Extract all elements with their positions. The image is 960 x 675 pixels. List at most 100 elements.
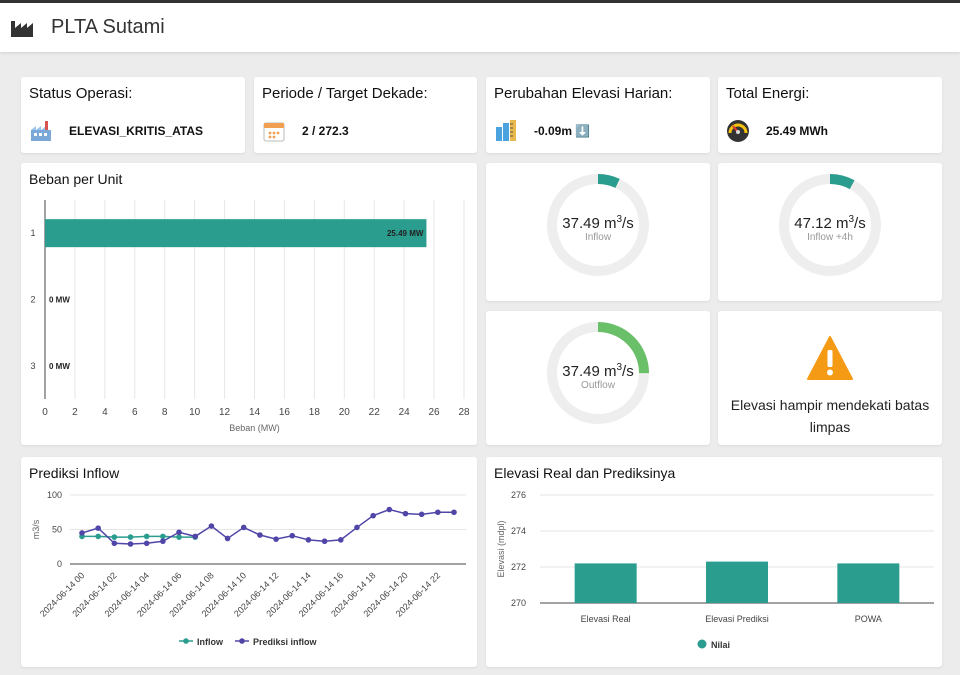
- stat-card-energi: Total Energi: 25.49 MWh: [718, 77, 942, 153]
- inflow-chart-card: Prediksi Inflow 0 50 100 m3/s 2024-06-14 00 2…: [21, 457, 477, 667]
- x-tick-label: 4: [102, 407, 108, 418]
- x-tick-label: 28: [458, 407, 470, 418]
- gauge-value: 37.49 m3/s: [562, 362, 633, 380]
- data-point: [127, 534, 134, 540]
- gauge-arc: [779, 174, 881, 276]
- gauge-card-outflow: 37.49 m3/s Outflow: [486, 311, 710, 445]
- factory-icon: [11, 21, 33, 37]
- data-point: [354, 524, 360, 531]
- x-tick-label: 16: [279, 407, 291, 418]
- calendar-icon: [263, 122, 285, 142]
- legend-label[interactable]: Prediksi inflow: [253, 637, 318, 647]
- chart-title: Elevasi Real dan Prediksinya: [494, 465, 676, 481]
- x-axis-label: Beban (MW): [229, 423, 280, 433]
- legend-marker: [239, 638, 245, 644]
- y-tick-label: 272: [511, 562, 526, 572]
- data-point: [111, 540, 118, 547]
- data-point: [127, 541, 134, 547]
- data-point: [143, 540, 150, 547]
- x-tick-label: 8: [162, 407, 168, 418]
- data-point: [208, 523, 215, 529]
- bar-data-label: 25.49 MW: [387, 229, 424, 238]
- warning-card: Elevasi hampir mendekati batas limpas: [718, 311, 942, 445]
- gauge-icon: [727, 120, 749, 142]
- stat-value: -0.09m ⬇️: [534, 124, 591, 138]
- stat-title: Periode / Target Dekade:: [262, 85, 428, 102]
- factory-icon: [31, 121, 51, 141]
- data-point: [79, 530, 85, 536]
- x-tick-label: 26: [429, 407, 441, 418]
- y-axis-label: m3/s: [31, 519, 41, 539]
- x-tick-label: 2: [72, 407, 78, 418]
- x-tick-label: Elevasi Prediksi: [705, 614, 769, 624]
- bar: [837, 563, 900, 603]
- data-point: [95, 525, 101, 531]
- bar: [574, 563, 637, 603]
- x-tick-label: 12: [219, 407, 231, 418]
- data-point: [160, 538, 166, 545]
- legend-label[interactable]: Nilai: [711, 640, 730, 650]
- stat-card-elevasi: Perubahan Elevasi Harian: -0.09m ⬇️: [486, 77, 710, 153]
- data-point: [160, 533, 166, 540]
- gauge-label: Inflow: [585, 232, 612, 243]
- series-line: [81, 508, 454, 545]
- bar: [706, 561, 768, 603]
- data-point: [257, 532, 263, 538]
- y-tick-label: 276: [511, 490, 526, 500]
- data-point: [192, 533, 199, 540]
- legend-label[interactable]: Inflow: [197, 637, 224, 647]
- gauge-label: Outflow: [581, 380, 616, 391]
- gauge-card-inflow-4h: 47.12 m3/s Inflow +4h: [718, 163, 942, 301]
- y-tick-label: 2: [30, 295, 35, 305]
- stat-value: 25.49 MWh: [766, 124, 829, 138]
- x-tick-label: 22: [369, 407, 381, 418]
- data-point: [402, 510, 409, 517]
- data-point: [143, 533, 150, 540]
- stat-title: Total Energi:: [726, 85, 810, 102]
- x-tick-label: Elevasi Real: [581, 614, 631, 624]
- data-point: [321, 538, 328, 545]
- bar: [45, 219, 427, 248]
- x-tick-label: 0: [42, 407, 48, 418]
- ruler-icon: [496, 120, 516, 141]
- y-tick-label: 270: [511, 598, 526, 608]
- gauge-arc: [547, 174, 649, 276]
- y-axis-label: Elevasi (mdpl): [496, 520, 506, 577]
- data-point: [418, 511, 425, 518]
- gauge-value: 47.12 m3/s: [794, 214, 865, 232]
- data-point: [289, 532, 296, 539]
- bar-data-label: 0 MW: [49, 362, 70, 371]
- x-tick-label: 18: [309, 407, 321, 418]
- data-point: [95, 533, 101, 540]
- x-tick-label: 14: [249, 407, 261, 418]
- data-point: [224, 535, 231, 542]
- y-tick-label: 0: [57, 559, 62, 569]
- gauge-arc: [547, 322, 649, 424]
- y-tick-label: 274: [511, 526, 526, 536]
- stat-value: ELEVASI_KRITIS_ATAS: [69, 124, 204, 138]
- stat-card-status: Status Operasi: ELEVASI_KRITIS_ATAS: [21, 77, 245, 153]
- chart-title: Prediksi Inflow: [29, 465, 120, 481]
- legend-marker: [697, 639, 707, 649]
- gauge-card-inflow: 37.49 m3/s Inflow: [486, 163, 710, 301]
- data-point: [451, 509, 457, 516]
- x-tick-label: 24: [399, 407, 411, 418]
- data-point: [176, 534, 182, 540]
- warning-text: Elevasi hampir mendekati batas limpas: [730, 397, 930, 435]
- data-point: [111, 534, 118, 540]
- data-point: [240, 524, 247, 531]
- y-tick-label: 100: [47, 490, 62, 500]
- data-point: [435, 509, 441, 516]
- stat-card-periode: Periode / Target Dekade: 2 / 272.3: [254, 77, 477, 153]
- x-tick-label: 6: [132, 407, 138, 418]
- data-point: [305, 537, 312, 543]
- data-point: [370, 512, 376, 519]
- x-tick-label: 10: [189, 407, 201, 418]
- elevation-chart-card: Elevasi Real dan Prediksinya 270 272 274 27…: [486, 457, 942, 667]
- data-point: [273, 536, 279, 542]
- page-title: PLTA Sutami: [51, 16, 165, 38]
